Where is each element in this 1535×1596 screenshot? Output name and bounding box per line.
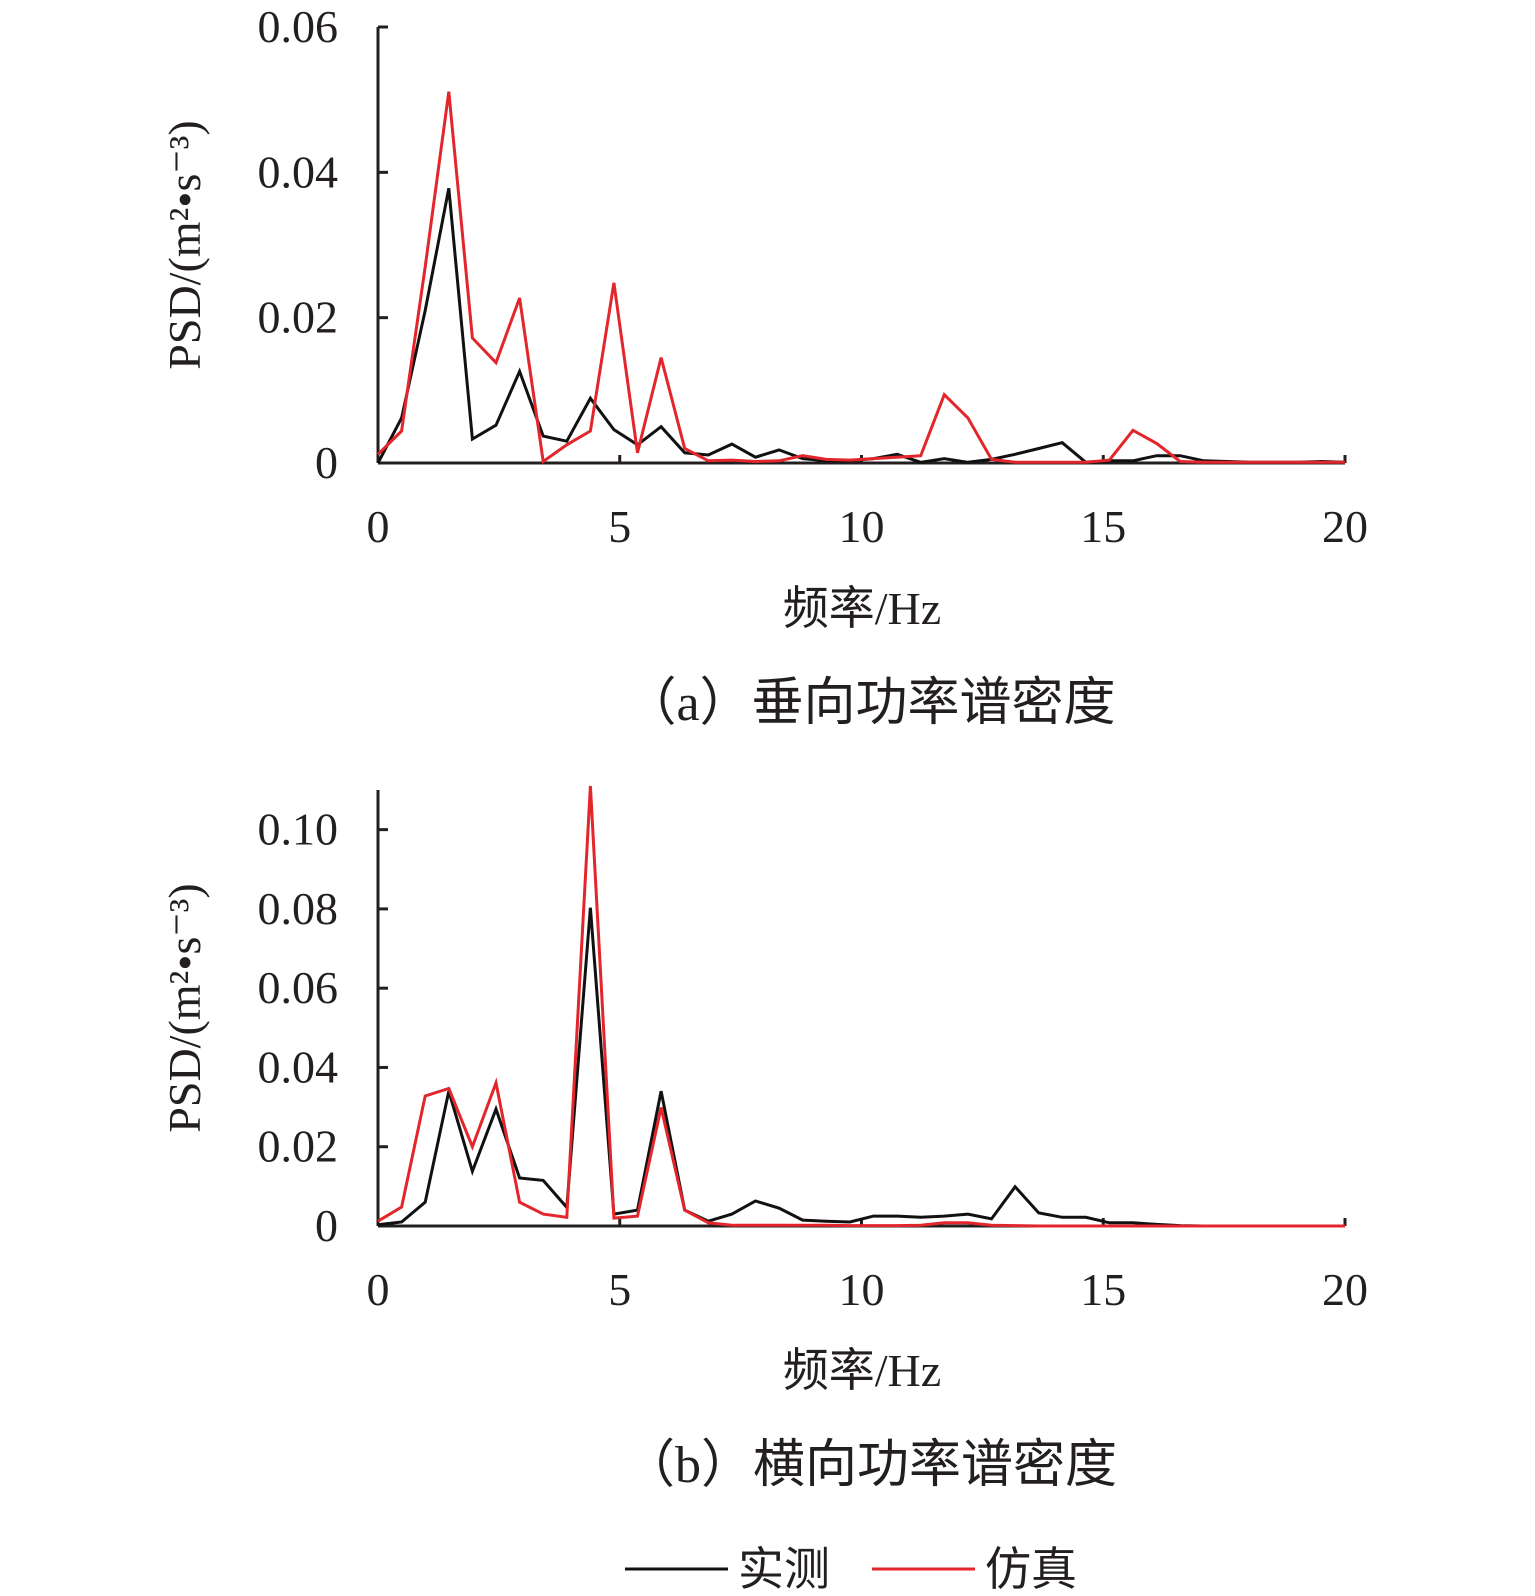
x-tick-label: 15 (1080, 501, 1126, 552)
y-tick-label: 0.08 (258, 883, 339, 934)
series-simulated-line (377, 785, 1345, 1228)
x-axis-label: 频率/Hz (783, 583, 941, 634)
chart-lateral-psd: PSD/(m²•s⁻³) 频率/Hz （b）横向功率谱密度 0 0.02 0.04 0… (159, 785, 1368, 1494)
chart-caption: （b）横向功率谱密度 (623, 1437, 1117, 1494)
y-tick-label: 0.04 (258, 146, 339, 197)
chart-vertical-psd: PSD/(m²•s⁻³) 频率/Hz （a）垂向功率谱密度 0 0.02 0.04 0… (159, 1, 1368, 732)
y-tick-label: 0.04 (258, 1041, 339, 1092)
x-tick-label: 15 (1080, 1264, 1126, 1315)
legend-label-measured: 实测 (738, 1544, 830, 1595)
y-tick-label: 0 (315, 437, 338, 488)
y-tick-label: 0.06 (258, 1, 339, 52)
y-tick-label: 0 (315, 1200, 338, 1251)
y-axis-label: PSD/(m²•s⁻³) (159, 883, 210, 1132)
x-tick-label: 20 (1322, 1264, 1368, 1315)
x-tick-label: 20 (1322, 501, 1368, 552)
series-simulated-line (376, 91, 1345, 465)
chart-caption: （a）垂向功率谱密度 (624, 675, 1115, 732)
x-tick-label: 5 (608, 501, 631, 552)
x-tick-label: 0 (367, 501, 390, 552)
x-tick-label: 10 (839, 501, 885, 552)
x-axis-label: 频率/Hz (783, 1345, 941, 1396)
legend-label-simulated: 仿真 (985, 1544, 1077, 1595)
y-axis-label: PSD/(m²•s⁻³) (159, 120, 210, 369)
y-tick-label: 0.02 (258, 1121, 339, 1172)
x-tick-label: 5 (608, 1264, 631, 1315)
x-tick-label: 0 (367, 1264, 390, 1315)
series-measured-line (377, 907, 1345, 1228)
y-tick-label: 0.02 (258, 292, 339, 343)
y-tick-label: 0.06 (258, 962, 339, 1013)
legend: 实测 仿真 (625, 1544, 1077, 1595)
y-tick-label: 0.10 (258, 804, 339, 855)
x-tick-label: 10 (839, 1264, 885, 1315)
